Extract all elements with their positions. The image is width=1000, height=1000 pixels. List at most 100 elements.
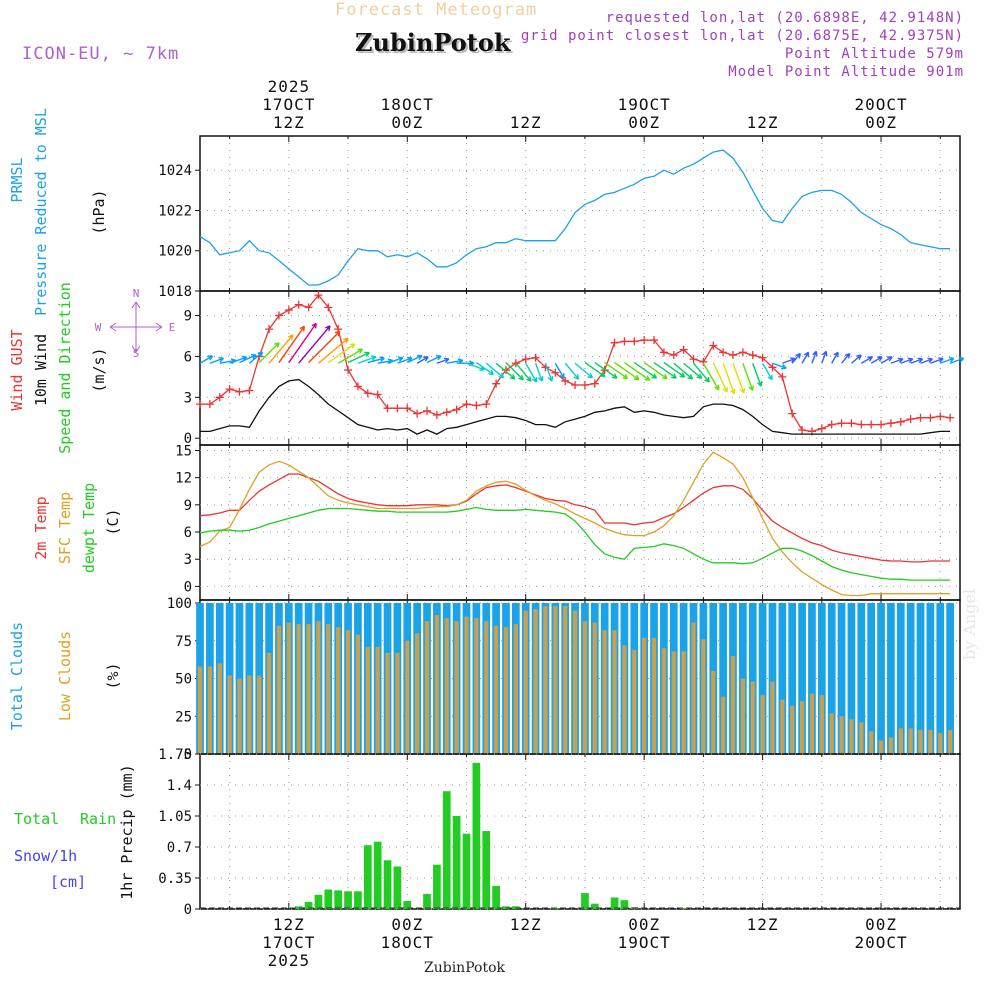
wind-arrow — [742, 362, 755, 391]
gust-marker — [353, 382, 362, 391]
gust-marker — [659, 348, 668, 357]
wind-arrow — [712, 362, 728, 393]
bar-1hr-precip — [354, 891, 362, 909]
bar-low-clouds — [444, 618, 449, 754]
gust-marker — [679, 345, 688, 354]
bar-low-clouds — [859, 722, 864, 754]
panel-wind: 0 3 6 9 — [184, 290, 965, 447]
bar-low-clouds — [750, 681, 755, 754]
bar-low-clouds — [780, 699, 785, 754]
wind-arrow — [594, 361, 618, 379]
bar-low-clouds — [622, 645, 627, 754]
bar-low-clouds — [642, 637, 647, 754]
compass-n: N — [133, 287, 140, 300]
gust-marker — [857, 420, 866, 429]
gust-marker — [738, 348, 747, 357]
y-tick-label: 1022 — [158, 203, 192, 219]
bar-low-clouds — [365, 646, 370, 754]
wind-arrow — [614, 361, 640, 381]
gust-marker — [462, 400, 471, 409]
bar-low-clouds — [306, 624, 311, 754]
bar-low-clouds — [612, 630, 617, 754]
bar-1hr-precip — [620, 900, 629, 909]
bar-1hr-precip — [403, 901, 412, 909]
wind-arrow — [880, 356, 893, 364]
bar-low-clouds — [345, 630, 351, 754]
bar-1hr-precip — [492, 885, 500, 909]
gust-marker — [452, 405, 461, 414]
station-name: ZubinPotok — [355, 28, 511, 57]
wind-arrow — [554, 362, 565, 379]
panel-frame — [199, 753, 961, 910]
wind-arrow — [357, 355, 377, 364]
bar-low-clouds — [257, 675, 262, 754]
y-tick-label: 100 — [167, 596, 192, 612]
panel-frame — [199, 135, 961, 292]
gust-marker — [906, 415, 915, 424]
bar-total-clouds — [847, 603, 856, 754]
bar-low-clouds — [553, 606, 558, 754]
bar-low-clouds — [869, 731, 874, 754]
requested-location: requested lon,lat (20.6898E, 42.9148N) — [605, 10, 964, 26]
point-altitude: Point Altitude 579m — [784, 46, 964, 62]
bar-low-clouds — [918, 729, 923, 754]
bar-total-clouds — [808, 603, 816, 754]
wind-arrow — [505, 362, 524, 381]
bar-low-clouds — [701, 639, 706, 754]
bottom-time-label: 00Z — [391, 915, 423, 934]
wind-direction-label: Speed and Direction — [56, 282, 74, 454]
y-tick-label: 0 — [184, 902, 192, 918]
gust-marker — [946, 413, 955, 422]
temp-dewpt-label: dewpt Temp — [80, 483, 98, 573]
bar-low-clouds — [839, 716, 844, 754]
wind-arrow — [841, 352, 851, 364]
bar-low-clouds — [336, 627, 341, 754]
bar-1hr-precip — [393, 866, 402, 909]
gust-marker — [798, 426, 807, 435]
y-tick-label: 1.75 — [158, 747, 192, 763]
precip-unit-label: 1hr Precip (mm) — [118, 764, 136, 899]
bar-1hr-precip — [482, 831, 491, 909]
wind-arrow — [940, 356, 955, 364]
gust-marker — [630, 337, 639, 346]
bar-low-clouds — [543, 606, 548, 754]
wind-10m-label: 10m Wind — [32, 334, 50, 406]
top-time-label: 12Z — [510, 113, 542, 132]
top-time-label: 00Z — [628, 113, 660, 132]
bar-low-clouds — [720, 696, 726, 754]
wind-arrow — [752, 362, 763, 387]
gust-marker — [314, 291, 323, 300]
bottom-time-label: 20OCT — [854, 933, 907, 952]
series-line-10m-wind — [200, 378, 951, 435]
wind-arrow — [406, 354, 423, 364]
bar-low-clouds — [207, 666, 212, 754]
bottom-time-label: 12Z — [510, 915, 542, 934]
bar-total-clouds — [837, 603, 846, 754]
wind-arrow — [485, 362, 505, 379]
bar-low-clouds — [898, 728, 903, 754]
y-tick-label: 3 — [184, 390, 192, 406]
bar-low-clouds — [790, 705, 795, 754]
wind-arrow — [317, 337, 349, 364]
bar-low-clouds — [385, 652, 390, 754]
bar-low-clouds — [632, 649, 637, 754]
bottom-time-label: 12Z — [273, 915, 305, 934]
bar-low-clouds — [286, 622, 291, 754]
bar-low-clouds — [661, 648, 667, 754]
bar-1hr-precip — [472, 762, 481, 909]
bar-low-clouds — [355, 634, 361, 754]
panel-clouds: 0 25 50 75 100 — [167, 596, 961, 763]
bar-low-clouds — [415, 633, 420, 754]
series-line-dewpt-temp — [199, 506, 951, 581]
gust-marker — [650, 336, 659, 345]
wind-arrow — [692, 362, 710, 383]
gust-marker — [363, 389, 372, 398]
top-time-label: 12Z — [747, 113, 779, 132]
bar-low-clouds — [681, 651, 686, 754]
bar-low-clouds — [582, 621, 588, 754]
bar-low-clouds — [405, 640, 410, 754]
wind-arrow — [387, 356, 404, 364]
gust-marker — [758, 353, 767, 362]
wind-arrow — [643, 361, 668, 380]
